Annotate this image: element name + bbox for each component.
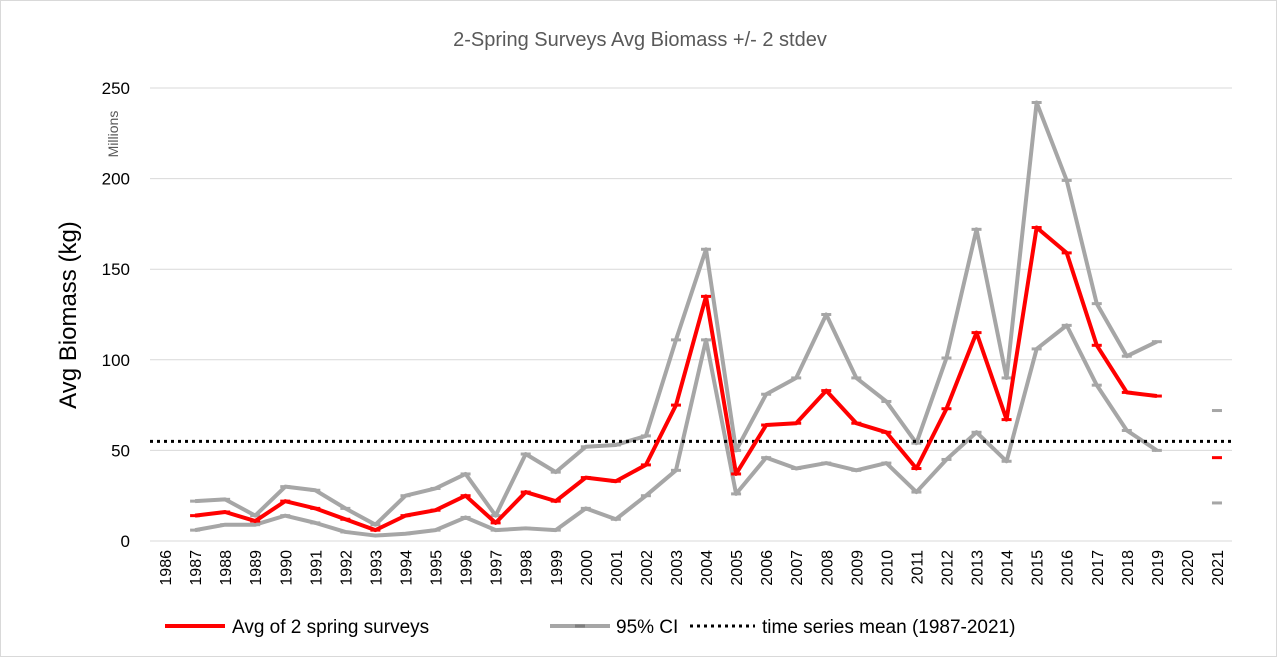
y-axis-label: Avg Biomass (kg) (55, 221, 82, 409)
y-tick-label: 100 (102, 351, 130, 370)
x-tick-label: 1998 (519, 550, 536, 586)
x-tick-label: 1990 (278, 550, 295, 586)
y-tick-label: 0 (121, 532, 130, 551)
x-tick-label: 2007 (789, 550, 806, 586)
x-tick-label: 2004 (699, 550, 716, 586)
x-tick-label: 2008 (819, 550, 836, 586)
x-tick-label: 2009 (849, 550, 866, 586)
x-tick-label: 1993 (368, 550, 385, 586)
y-tick-label: 150 (102, 260, 130, 279)
x-tick-label: 1986 (158, 550, 175, 586)
legend-label: time series mean (1987-2021) (762, 617, 1015, 638)
x-tick-label: 2012 (939, 550, 956, 586)
x-tick-label: 1991 (308, 550, 325, 586)
x-tick-label: 2020 (1180, 550, 1197, 586)
chart-title: 2-Spring Surveys Avg Biomass +/- 2 stdev (453, 29, 827, 51)
x-tick-label: 2003 (669, 550, 686, 586)
x-tick-label: 2021 (1210, 550, 1227, 586)
y-unit-label: Millions (105, 111, 121, 158)
x-tick-label: 1999 (549, 550, 566, 586)
x-tick-label: 2006 (759, 550, 776, 586)
x-tick-label: 2001 (609, 550, 626, 586)
x-tick-label: 1994 (398, 550, 415, 586)
x-tick-label: 2017 (1090, 550, 1107, 586)
x-tick-label: 2002 (639, 550, 656, 586)
x-tick-label: 1987 (188, 550, 205, 586)
x-tick-label: 1995 (429, 550, 446, 586)
x-tick-label: 2011 (909, 550, 926, 585)
x-tick-label: 2015 (1030, 550, 1047, 586)
x-tick-label: 1988 (218, 550, 235, 586)
x-tick-label: 1997 (489, 550, 506, 586)
y-tick-label: 200 (102, 170, 130, 189)
y-tick-label: 50 (111, 441, 130, 460)
x-tick-label: 2000 (579, 550, 596, 586)
x-tick-label: 1996 (459, 550, 476, 586)
x-tick-label: 2018 (1120, 550, 1137, 586)
x-tick-label: 2005 (729, 550, 746, 586)
x-tick-label: 2019 (1150, 550, 1167, 586)
y-tick-label: 250 (102, 79, 130, 98)
x-tick-label: 1992 (338, 550, 355, 586)
legend-label: 95% CI (616, 617, 678, 638)
x-tick-label: 2014 (1000, 550, 1017, 586)
legend-label: Avg of 2 spring surveys (232, 617, 429, 638)
x-tick-label: 2016 (1060, 550, 1077, 586)
x-tick-label: 2013 (970, 550, 987, 586)
x-tick-label: 1989 (248, 550, 265, 586)
x-tick-label: 2010 (879, 550, 896, 586)
